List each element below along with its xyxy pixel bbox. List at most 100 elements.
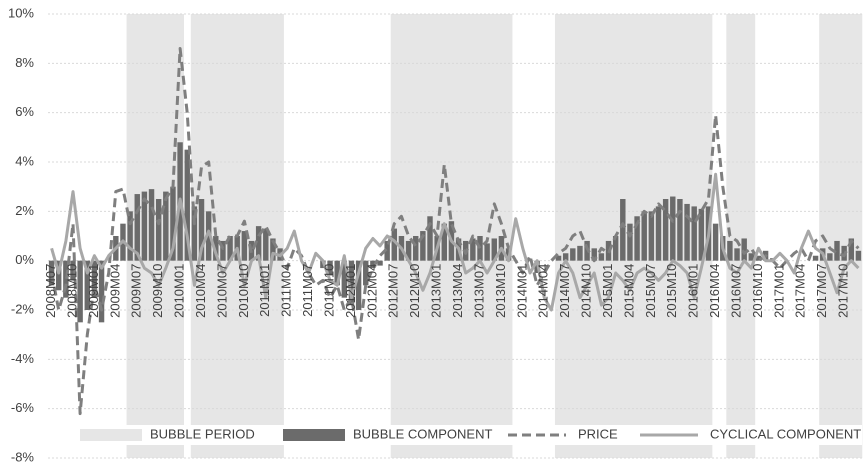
bubble-period bbox=[276, 14, 284, 458]
x-tick-label: 2010M01 bbox=[172, 264, 187, 318]
bubble-period bbox=[405, 14, 413, 458]
bar bbox=[812, 255, 819, 261]
x-tick-label: 2012M10 bbox=[407, 264, 422, 318]
bubble-period bbox=[247, 14, 256, 458]
x-tick-label: 2014M04 bbox=[536, 264, 551, 318]
y-tick-label: 0% bbox=[15, 252, 34, 267]
bar bbox=[363, 260, 369, 286]
bar bbox=[641, 211, 647, 261]
legend-label: BUBBLE PERIOD bbox=[150, 426, 255, 441]
bubble-period bbox=[583, 14, 591, 458]
x-tick-label: 2013M10 bbox=[493, 264, 508, 318]
bar bbox=[577, 245, 583, 261]
x-tick-label: 2015M01 bbox=[600, 264, 615, 318]
x-tick-label: 2012M01 bbox=[343, 264, 358, 318]
x-tick-label: 2014M07 bbox=[557, 264, 572, 318]
bar bbox=[141, 191, 148, 261]
bar bbox=[491, 238, 497, 261]
bar bbox=[155, 199, 162, 261]
bar bbox=[748, 253, 755, 261]
bar bbox=[55, 260, 62, 291]
bubble-period bbox=[219, 14, 227, 458]
bubble-period bbox=[562, 14, 570, 458]
bar bbox=[263, 228, 269, 261]
x-tick-label: 2010M10 bbox=[236, 264, 251, 318]
x-tick-label: 2014M01 bbox=[514, 264, 529, 318]
bar bbox=[91, 260, 98, 298]
x-tick-label: 2013M07 bbox=[471, 264, 486, 318]
y-tick-label: -8% bbox=[11, 449, 35, 464]
bubble-period bbox=[826, 14, 834, 458]
x-tick-label: 2016M07 bbox=[728, 264, 743, 318]
y-tick-label: -6% bbox=[11, 400, 35, 415]
x-tick-label: 2017M10 bbox=[836, 264, 851, 318]
bubble-period bbox=[854, 14, 863, 458]
bubble-period bbox=[490, 14, 499, 458]
bar bbox=[727, 240, 733, 261]
bar bbox=[655, 206, 662, 261]
bar bbox=[648, 211, 655, 261]
legend-label: CYCLICAL COMPONENT bbox=[710, 426, 861, 441]
x-tick-label: 2014M10 bbox=[579, 264, 594, 318]
bar bbox=[205, 211, 212, 261]
bubble-period bbox=[597, 14, 606, 458]
bubble-period bbox=[576, 14, 584, 458]
x-tick-label: 2010M07 bbox=[214, 264, 229, 318]
bubble-period bbox=[833, 14, 841, 458]
bar bbox=[834, 240, 840, 261]
x-tick-label: 2016M10 bbox=[750, 264, 765, 318]
bar bbox=[477, 236, 483, 261]
bar bbox=[562, 253, 569, 261]
bar bbox=[341, 260, 348, 298]
bar bbox=[670, 196, 676, 261]
x-tick-label: 2008M10 bbox=[64, 264, 79, 318]
bar bbox=[391, 228, 398, 261]
bar bbox=[227, 236, 233, 261]
bar bbox=[662, 199, 669, 261]
bar bbox=[691, 206, 697, 261]
x-tick-label: 2012M04 bbox=[364, 264, 379, 318]
x-tick-label: 2016M01 bbox=[686, 264, 701, 318]
y-tick-label: 4% bbox=[15, 153, 34, 168]
x-tick-label: 2012M07 bbox=[386, 264, 401, 318]
lines bbox=[50, 47, 860, 416]
bar bbox=[377, 260, 383, 266]
bubble-period bbox=[733, 14, 741, 458]
bar bbox=[384, 240, 390, 261]
bar bbox=[84, 260, 90, 310]
y-tick-label: 10% bbox=[8, 5, 34, 20]
bar bbox=[848, 238, 855, 261]
legend-swatch bbox=[80, 429, 142, 441]
bar bbox=[684, 203, 690, 261]
bar bbox=[441, 223, 448, 261]
bar bbox=[98, 260, 105, 323]
x-tick-label: 2015M04 bbox=[621, 264, 636, 318]
legend: BUBBLE PERIOD BUBBLE COMPONENT PRICE CYCLIC… bbox=[70, 425, 862, 445]
x-tick-label: 2011M04 bbox=[279, 264, 294, 317]
bar bbox=[77, 260, 83, 323]
legend-label: BUBBLE COMPONENT bbox=[353, 426, 492, 441]
labels: -8% -6% -4% -2% 0% 2% 4% 6% 8% 10% 2008M07 2008M10 2… bbox=[8, 5, 851, 464]
x-tick-label: 2009M07 bbox=[129, 264, 144, 318]
bubble-period bbox=[483, 14, 492, 458]
x-tick-label: 2009M01 bbox=[86, 264, 101, 318]
bar bbox=[620, 199, 626, 261]
bar bbox=[427, 216, 433, 261]
bar bbox=[48, 260, 55, 286]
bar bbox=[348, 260, 355, 306]
bar bbox=[270, 238, 276, 261]
y-tick-label: 8% bbox=[15, 55, 34, 70]
x-tick-label: 2011M01 bbox=[257, 264, 272, 317]
bar bbox=[148, 189, 155, 261]
bar bbox=[163, 191, 169, 261]
x-tick-label: 2013M04 bbox=[450, 264, 465, 318]
bar bbox=[184, 149, 190, 261]
x-tick-label: 2017M04 bbox=[793, 264, 808, 318]
y-tick-label: -4% bbox=[11, 351, 35, 366]
x-tick-label: 2009M04 bbox=[107, 264, 122, 318]
bubble-period bbox=[747, 14, 756, 458]
bar bbox=[213, 236, 219, 261]
bar bbox=[634, 216, 640, 261]
bubble-period bbox=[604, 14, 613, 458]
line bbox=[50, 47, 860, 416]
